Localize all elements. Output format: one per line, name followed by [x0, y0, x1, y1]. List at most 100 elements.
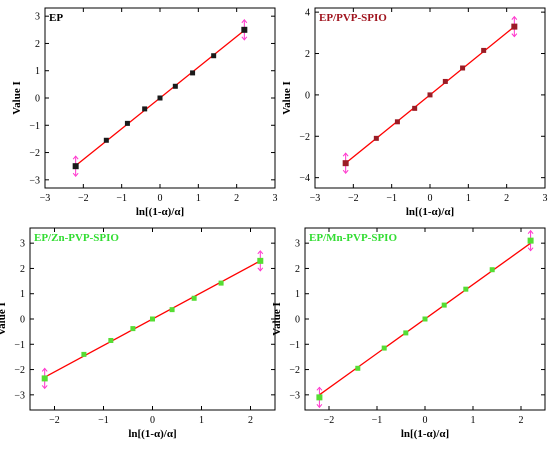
y-tick-label: −2 — [299, 132, 310, 143]
chart-panel-3: −2 −1 0 1 2 −3 −2 −1 0 1 2 3 ln[(1-α)/α] Value I EP/Zn… — [0, 227, 276, 440]
data-point — [481, 47, 487, 53]
error-cap-top — [41, 367, 48, 372]
error-cap-bottom — [41, 385, 48, 390]
panel-title: EP/Mn-PVP-SPIO — [309, 232, 397, 244]
data-point — [41, 375, 48, 382]
x-tick-label: 0 — [423, 415, 428, 426]
x-tick-label: −3 — [40, 193, 51, 204]
y-tick-label: 2 — [20, 264, 25, 275]
plot-frame — [314, 7, 546, 189]
panel-title: EP/PVP-SPIO — [319, 12, 387, 24]
y-tick-label: 3 — [20, 239, 25, 250]
y-tick-label: −1 — [14, 340, 25, 351]
error-cap-top — [342, 152, 349, 157]
data-point — [342, 160, 349, 167]
x-axis-title: ln[(1-α)/α] — [128, 428, 176, 440]
y-tick-label: 0 — [305, 90, 310, 101]
data-point — [442, 78, 448, 84]
y-tick-label: 1 — [20, 289, 25, 300]
x-tick-label: 3 — [273, 193, 278, 204]
y-tick-label: −3 — [14, 390, 25, 401]
y-tick-label: 2 — [305, 49, 310, 60]
data-point — [422, 316, 428, 322]
y-tick-label: 0 — [295, 315, 300, 326]
y-axis-title: Value I — [271, 302, 283, 336]
data-point — [463, 286, 469, 292]
x-axis-title: ln[(1-α)/α] — [401, 428, 449, 440]
error-cap-top — [241, 19, 248, 24]
data-point — [355, 365, 361, 371]
data-point — [257, 257, 264, 264]
data-point — [103, 137, 109, 143]
data-point — [511, 23, 518, 30]
x-tick-label: 2 — [519, 415, 524, 426]
x-tick-label: −2 — [324, 415, 335, 426]
data-point — [403, 330, 409, 336]
y-tick-label: 2 — [295, 264, 300, 275]
data-point — [460, 65, 466, 71]
data-point — [72, 163, 79, 170]
data-point — [412, 105, 418, 111]
y-tick-label: −4 — [299, 173, 310, 184]
data-point — [124, 120, 130, 126]
x-tick-label: 0 — [428, 193, 433, 204]
panel-title: EP/Zn-PVP-SPIO — [34, 232, 119, 244]
x-tick-label: 2 — [248, 415, 253, 426]
chart-panel-4: −2 −1 0 1 2 −3 −2 −1 0 1 2 3 ln[(1-α)/α] Value I EP/Mn… — [271, 227, 546, 440]
data-point — [394, 119, 400, 125]
y-tick-label: −1 — [29, 121, 40, 132]
data-point — [211, 53, 217, 59]
error-cap-bottom — [316, 404, 323, 409]
chart-panel-2: −3 −2 −1 0 1 2 3 −4 −2 0 2 4 ln[(1-α)/α] Value I EP/PV… — [281, 7, 548, 218]
error-cap-bottom — [257, 267, 264, 272]
error-cap-bottom — [72, 172, 79, 177]
x-tick-label: 2 — [234, 193, 239, 204]
panel-title: EP — [49, 12, 63, 24]
error-cap-top — [527, 229, 534, 234]
error-cap-bottom — [241, 36, 248, 41]
chart-panel-1: −3 −2 −1 0 1 2 3 −3 −2 −1 0 1 2 3 ln[(1-α)/α] Value I EP — [11, 7, 278, 218]
x-axis-title: ln[(1-α)/α] — [406, 206, 454, 218]
y-axis-title: Value I — [281, 81, 293, 115]
y-tick-label: −3 — [289, 390, 300, 401]
y-tick-label: 1 — [35, 66, 40, 77]
data-point — [218, 280, 224, 286]
x-tick-label: −2 — [49, 415, 60, 426]
x-tick-label: −1 — [116, 193, 127, 204]
data-point — [150, 316, 155, 322]
x-tick-label: −3 — [310, 193, 321, 204]
data-point — [191, 295, 197, 301]
data-point — [381, 345, 387, 351]
y-axis-title: Value I — [11, 81, 23, 115]
data-point — [142, 106, 148, 112]
x-tick-label: 2 — [504, 193, 509, 204]
x-tick-label: 3 — [543, 193, 548, 204]
x-tick-label: −1 — [386, 193, 397, 204]
error-cap-top — [257, 250, 264, 255]
error-cap-bottom — [511, 33, 518, 38]
x-tick-label: 0 — [158, 193, 163, 204]
y-tick-label: 2 — [35, 39, 40, 50]
x-tick-label: 1 — [196, 193, 201, 204]
data-point — [373, 135, 379, 141]
data-point — [169, 307, 175, 313]
x-tick-label: −1 — [372, 415, 383, 426]
y-axis-title: Value I — [0, 302, 8, 336]
error-cap-bottom — [527, 247, 534, 252]
x-tick-label: 1 — [199, 415, 204, 426]
x-tick-label: 1 — [466, 193, 471, 204]
data-point — [157, 95, 163, 101]
y-tick-label: −1 — [289, 340, 300, 351]
data-point — [108, 337, 114, 343]
error-cap-top — [316, 386, 323, 391]
y-tick-label: −3 — [29, 175, 40, 186]
x-tick-label: 1 — [471, 415, 476, 426]
data-point — [441, 302, 447, 308]
y-tick-label: −2 — [14, 365, 25, 376]
data-point — [190, 70, 196, 76]
y-tick-label: 3 — [295, 239, 300, 250]
data-point — [241, 26, 248, 33]
error-cap-bottom — [342, 169, 349, 174]
y-tick-label: 1 — [295, 289, 300, 300]
